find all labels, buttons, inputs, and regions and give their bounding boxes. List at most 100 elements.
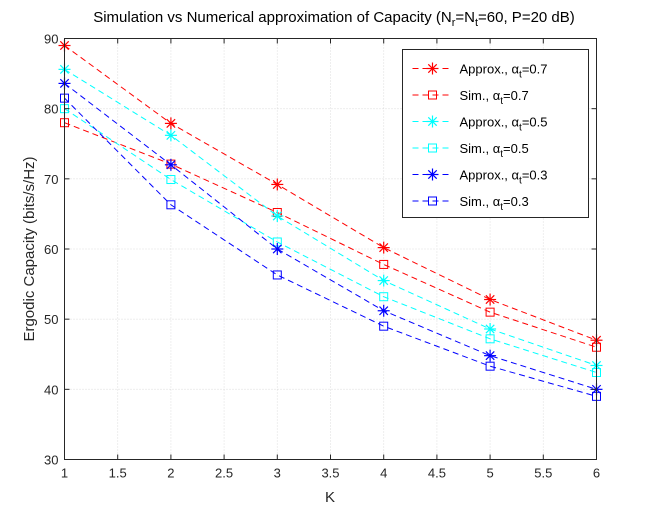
legend-label-suffix: =0.3: [503, 194, 529, 209]
legend-label-prefix: Approx.,: [460, 62, 512, 77]
legend-marker: [428, 90, 437, 100]
legend-label-symbol: α: [493, 88, 501, 103]
y-tick-label: 80: [44, 102, 58, 117]
marker-stroke: [272, 211, 282, 221]
marker-box: [166, 200, 176, 210]
chart-title-prefix: Simulation vs Numerical approximation of…: [93, 9, 451, 26]
legend-box: [402, 49, 589, 218]
legend-label-sub: t: [500, 96, 503, 107]
marker-box: [166, 175, 176, 185]
marker-stroke: [379, 275, 389, 286]
marker-box: [379, 321, 389, 331]
data-point: [485, 307, 495, 317]
legend-label: Sim., αt=0.7: [460, 88, 529, 107]
legend-marker: [426, 168, 439, 181]
marker-box: [272, 270, 282, 280]
marker-stroke: [485, 324, 495, 334]
series-line: [64, 68, 597, 366]
legend-marker: [428, 143, 437, 153]
marker-stroke: [427, 169, 438, 180]
legend-label: Approx., αt=0.5: [460, 115, 548, 134]
chart-title-suffix: =60, P=20 dB): [478, 9, 575, 26]
y-tick-label: 60: [44, 242, 58, 257]
data-point: [271, 210, 284, 223]
x-tick-label: 2: [167, 466, 174, 481]
legend-label-suffix: =0.7: [522, 62, 548, 77]
chart-title-sub2: t: [475, 17, 478, 29]
x-axis-label: K: [325, 489, 335, 506]
marker-box: [379, 259, 389, 269]
marker-box: [428, 90, 437, 100]
x-tick-label: 1: [61, 466, 68, 481]
x-tick-label: 2.5: [215, 466, 233, 481]
data-point: [271, 178, 284, 191]
legend-item: Approx., αt=0.7: [412, 62, 548, 81]
legend-label-prefix: Sim.,: [460, 88, 493, 103]
marker-box: [428, 143, 437, 153]
y-axis-label: Ergodic Capacity (bits/s/Hz): [21, 156, 38, 341]
data-point: [164, 117, 177, 130]
data-point: [377, 304, 390, 317]
series-line: [64, 122, 597, 348]
legend-label-symbol: α: [512, 62, 520, 77]
marker-box: [379, 292, 389, 302]
legend-label-suffix: =0.5: [522, 115, 548, 130]
marker-box: [485, 307, 495, 317]
data-point: [379, 292, 389, 302]
data-point: [272, 270, 282, 280]
data-point: [484, 349, 497, 362]
marker-stroke: [272, 179, 282, 190]
x-tick-label: 3: [274, 466, 281, 481]
legend-label: Sim., αt=0.5: [460, 141, 529, 160]
marker-stroke: [485, 351, 495, 361]
marker-stroke: [427, 63, 438, 74]
legend-label-prefix: Approx.,: [460, 168, 512, 183]
legend-label-sub: t: [519, 123, 522, 134]
data-point: [379, 259, 389, 269]
legend-label: Sim., αt=0.3: [460, 194, 529, 213]
data-point: [484, 322, 497, 335]
legend-item: Sim., αt=0.5: [412, 141, 529, 160]
legend-item: Sim., αt=0.7: [412, 88, 529, 107]
legend-label-suffix: =0.7: [503, 88, 529, 103]
data-point: [377, 241, 390, 254]
data-point: [484, 293, 497, 306]
legend-marker: [426, 115, 439, 128]
legend-label: Approx., αt=0.3: [460, 168, 548, 187]
y-tick-label: 40: [44, 382, 58, 397]
legend-label: Approx., αt=0.7: [460, 62, 548, 81]
legend-label-prefix: Sim.,: [460, 141, 493, 156]
data-point: [379, 321, 389, 331]
y-tick-label: 50: [44, 312, 58, 327]
legend-label-symbol: α: [512, 115, 520, 130]
series-line: [64, 45, 597, 341]
marker-stroke: [485, 294, 495, 305]
legend-item: Sim., αt=0.3: [412, 194, 529, 213]
marker-stroke: [272, 244, 282, 254]
legend-label-suffix: =0.3: [522, 168, 548, 183]
data-point: [485, 361, 495, 371]
legend-marker: [428, 196, 437, 206]
chart-title-mid: =N: [455, 9, 475, 26]
data-point: [166, 200, 176, 210]
marker-stroke: [166, 130, 176, 140]
marker-stroke: [427, 116, 438, 127]
marker-stroke: [379, 242, 389, 253]
marker-box: [485, 334, 495, 344]
data-point: [166, 175, 176, 185]
x-tick-label: 5.5: [534, 466, 552, 481]
legend-label-symbol: α: [512, 168, 520, 183]
legend-label-prefix: Sim.,: [460, 194, 493, 209]
legend-label-symbol: α: [493, 194, 501, 209]
marker-stroke: [379, 306, 389, 316]
series-line: [64, 97, 597, 397]
data-point: [164, 129, 177, 142]
data-point: [377, 274, 390, 287]
legend-label-prefix: Approx.,: [460, 115, 512, 130]
data-point: [485, 334, 495, 344]
chart-title: Simulation vs Numerical approximation of…: [93, 9, 575, 29]
y-tick-label: 90: [44, 32, 58, 47]
data-point: [271, 243, 284, 255]
